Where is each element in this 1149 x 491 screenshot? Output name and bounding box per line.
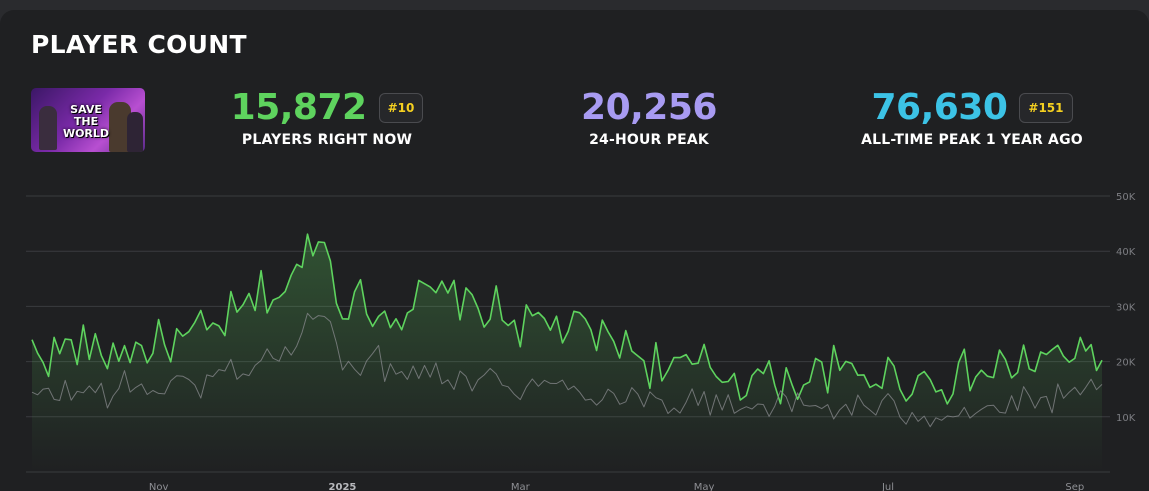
y-tick-label: 30K	[1116, 302, 1136, 313]
x-tick-label: May	[694, 482, 715, 491]
character-figure	[109, 102, 131, 152]
x-tick-label: Mar	[511, 482, 531, 491]
rank-badge: #10	[378, 93, 424, 123]
x-tick-label: Jul	[881, 482, 894, 491]
character-figure	[127, 112, 143, 152]
series-line-comparison[interactable]	[31, 312, 1103, 428]
x-tick-label: 2025	[329, 482, 357, 491]
stat-label: ALL-TIME PEAK 1 YEAR AGO	[861, 132, 1083, 148]
character-figure	[39, 106, 57, 150]
stat-label: PLAYERS RIGHT NOW	[241, 132, 413, 148]
x-tick-label: Sep	[1065, 482, 1084, 491]
stat-24h-peak: 20,256 24-HOUR PEAK	[556, 87, 742, 149]
y-tick-label: 40K	[1116, 247, 1136, 258]
y-tick-label: 50K	[1116, 192, 1136, 203]
stat-value: 20,256	[581, 87, 717, 128]
stat-all-time-peak: 76,630 #151 ALL-TIME PEAK 1 YEAR AGO	[860, 87, 1084, 149]
series-area	[32, 234, 1102, 472]
stat-label: 24-HOUR PEAK	[589, 132, 709, 148]
x-tick-label: Nov	[149, 482, 169, 491]
y-tick-label: 20K	[1116, 358, 1136, 369]
rank-badge: #151	[1019, 93, 1073, 123]
game-thumbnail[interactable]: SAVE THE WORLD	[31, 88, 145, 152]
game-logo-text: SAVE THE WORLD	[62, 103, 110, 140]
stat-value: 76,630	[871, 87, 1008, 128]
stat-value: 15,872	[230, 87, 367, 128]
y-tick-label: 10K	[1116, 413, 1136, 424]
stat-players-now: 15,872 #10 PLAYERS RIGHT NOW	[230, 87, 424, 148]
card-title: PLAYER COUNT	[31, 30, 247, 59]
series-line-players[interactable]	[31, 233, 1103, 405]
